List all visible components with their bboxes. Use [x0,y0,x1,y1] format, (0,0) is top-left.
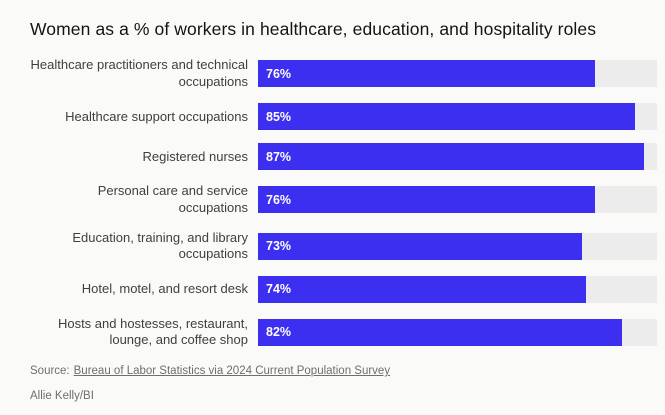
value-label: 76% [266,192,292,207]
category-label: Healthcare practitioners and technical o… [30,57,248,89]
source-link[interactable]: Bureau of Labor Statistics via 2024 Curr… [73,365,391,378]
bar-track: 76% [258,186,657,214]
value-label: 85% [266,109,292,124]
chart-row: Registered nurses 87% [30,143,657,171]
category-label: Education, training, and library occupat… [72,229,248,262]
bar-track: 82% [258,318,657,346]
bar: 73% [258,232,582,260]
bar: 74% [258,275,587,303]
value-label: 74% [266,282,292,297]
category-label: Hotel, motel, and resort desk [81,281,248,297]
source-prefix: Source: [30,365,70,378]
chart-row: Healthcare support occupations 85% [30,103,657,131]
category-label: Hosts and hostesses, restaurant, lounge,… [57,315,248,348]
chart-title: Women as a % of workers in healthcare, e… [30,19,597,39]
bar: 87% [258,143,644,171]
value-label: 76% [266,66,292,81]
credit: Allie Kelly/BI [30,390,94,403]
chart-row: Education, training, and library occupat… [30,230,657,263]
bar-track: 76% [258,60,657,88]
value-label: 82% [266,325,292,340]
bar: 82% [258,318,622,346]
chart-row: Hosts and hostesses, restaurant, lounge,… [30,316,657,349]
category-label: Registered nurses [142,148,249,164]
category-label: Personal care and service occupations [97,183,248,215]
bar-track: 73% [258,232,657,260]
bar-track: 85% [258,103,657,131]
value-label: 73% [266,239,292,254]
source-line: Source: Bureau of Labor Statistics via 20… [30,365,657,377]
chart-row: Healthcare practitioners and technical o… [30,57,657,90]
bar: 76% [258,60,595,88]
bar: 76% [258,186,595,214]
bar-track: 87% [258,143,657,171]
value-label: 87% [266,149,292,164]
bar-chart: Healthcare practitioners and technical o… [30,57,657,349]
chart-row: Personal care and service occupations 76% [30,183,657,216]
category-label: Healthcare support occupations [65,108,248,124]
bar-track: 74% [258,275,657,303]
chart-row: Hotel, motel, and resort desk 74% [30,275,657,303]
bar: 85% [258,103,635,131]
